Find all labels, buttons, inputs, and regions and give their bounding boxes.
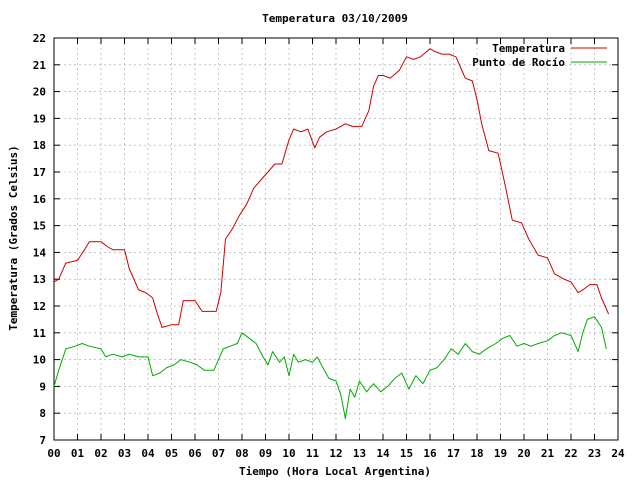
y-tick-label: 12 xyxy=(33,300,46,313)
x-tick-label: 20 xyxy=(517,447,530,460)
y-tick-label: 17 xyxy=(33,166,46,179)
x-tick-label: 17 xyxy=(447,447,460,460)
y-tick-label: 22 xyxy=(33,32,46,45)
y-tick-label: 7 xyxy=(39,434,46,447)
y-axis-label: Temperatura (Grados Celsius) xyxy=(7,145,20,330)
x-tick-label: 00 xyxy=(47,447,60,460)
x-tick-label: 09 xyxy=(259,447,272,460)
x-tick-label: 07 xyxy=(212,447,225,460)
y-tick-label: 13 xyxy=(33,273,46,286)
x-tick-label: 15 xyxy=(400,447,413,460)
y-tick-label: 19 xyxy=(33,112,46,125)
axis-ticks: 00 01 02 03 04 05 06 07 08 09 10 11 12 13 14 15 16 17 18 19… xyxy=(33,32,625,460)
y-tick-label: 14 xyxy=(33,246,47,259)
x-tick-label: 23 xyxy=(588,447,601,460)
y-tick-label: 15 xyxy=(33,220,46,233)
x-tick-label: 11 xyxy=(306,447,320,460)
chart-title: Temperatura 03/10/2009 xyxy=(262,12,408,25)
y-tick-label: 20 xyxy=(33,86,46,99)
x-tick-label: 02 xyxy=(94,447,107,460)
y-tick-label: 21 xyxy=(33,59,47,72)
x-tick-label: 06 xyxy=(188,447,202,460)
x-tick-label: 04 xyxy=(141,447,155,460)
y-tick-label: 10 xyxy=(33,354,46,367)
grid-lines xyxy=(54,38,618,440)
series-lines xyxy=(53,48,610,420)
x-tick-label: 10 xyxy=(282,447,295,460)
x-tick-label: 16 xyxy=(423,447,437,460)
y-tick-label: 8 xyxy=(39,407,46,420)
series-line-punto-de-rocio xyxy=(53,316,607,420)
x-tick-label: 01 xyxy=(71,447,85,460)
x-tick-label: 12 xyxy=(329,447,342,460)
y-tick-label: 16 xyxy=(33,193,47,206)
y-tick-label: 18 xyxy=(33,139,46,152)
x-tick-label: 05 xyxy=(165,447,178,460)
x-axis-label: Tiempo (Hora Local Argentina) xyxy=(239,465,431,478)
x-tick-label: 03 xyxy=(118,447,131,460)
x-tick-label: 19 xyxy=(494,447,507,460)
legend-label-punto-de-rocio: Punto de Rocío xyxy=(472,56,565,69)
series-line-temperatura xyxy=(53,48,610,328)
x-tick-label: 21 xyxy=(541,447,555,460)
legend-label-temperatura: Temperatura xyxy=(492,42,565,55)
x-tick-label: 08 xyxy=(235,447,248,460)
x-tick-label: 22 xyxy=(564,447,577,460)
legend: Temperatura Punto de Rocío xyxy=(472,42,607,69)
x-tick-label: 24 xyxy=(611,447,625,460)
x-tick-label: 13 xyxy=(353,447,366,460)
x-tick-label: 18 xyxy=(470,447,483,460)
y-tick-label: 11 xyxy=(33,327,47,340)
x-tick-label: 14 xyxy=(376,447,390,460)
y-tick-label: 9 xyxy=(39,380,46,393)
